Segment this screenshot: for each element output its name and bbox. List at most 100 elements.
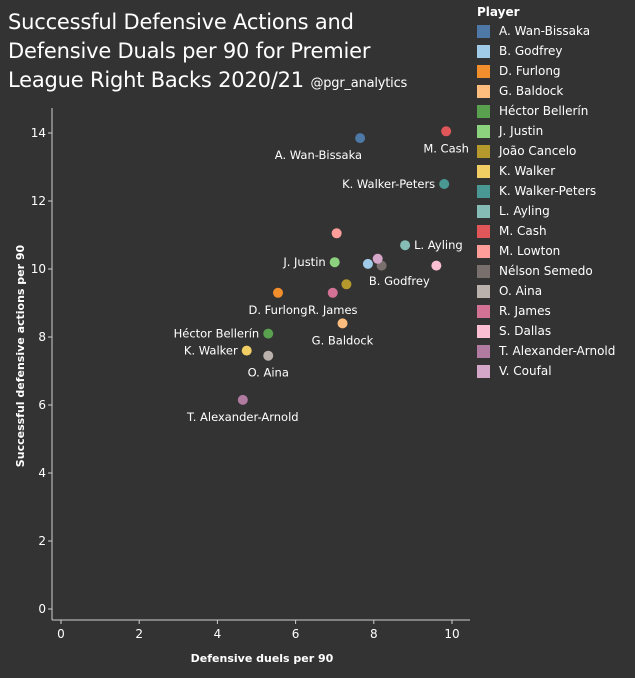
point-label: M. Cash	[423, 141, 469, 155]
legend-swatch	[477, 124, 490, 138]
legend-label: K. Walker	[499, 164, 556, 178]
legend-swatch	[477, 44, 490, 58]
point-label: B. Godfrey	[369, 274, 430, 288]
scatter-plot: 0 2 4 6 8 10 0 2 4 6 8 10 12 14 A. Wan-Bissaka B. Godf…	[14, 108, 470, 665]
legend-item[interactable]: V. Coufal	[477, 361, 635, 381]
data-point[interactable]	[441, 126, 452, 137]
legend-swatch	[477, 244, 490, 258]
legend-label: M. Cash	[499, 224, 547, 238]
y-tick-label: 0	[38, 602, 46, 616]
y-tick-label: 10	[31, 262, 46, 276]
legend-swatch	[477, 84, 490, 98]
legend-swatch	[477, 204, 490, 218]
x-tick-label: 2	[135, 627, 143, 641]
legend-swatch	[477, 284, 490, 298]
legend-item[interactable]: K. Walker	[477, 161, 635, 181]
point-label: Héctor Bellerín	[174, 327, 260, 341]
data-point[interactable]	[341, 279, 352, 290]
legend-item[interactable]: Nélson Semedo	[477, 261, 635, 281]
legend-label: S. Dallas	[499, 324, 552, 338]
author-handle: @pgr_analytics	[310, 76, 408, 91]
point-label: D. Furlong	[249, 303, 308, 317]
y-tick-label: 6	[38, 398, 46, 412]
data-point[interactable]	[263, 328, 274, 339]
data-point[interactable]	[327, 287, 338, 298]
point-label: A. Wan-Bissaka	[275, 148, 362, 162]
data-point[interactable]	[355, 133, 366, 144]
x-tick-label: 6	[292, 627, 300, 641]
point-label: L. Ayling	[414, 238, 463, 252]
chart-title-text: Successful Defensive Actions and Defensi…	[8, 10, 371, 92]
legend-label: T. Alexander-Arnold	[499, 344, 616, 358]
legend-label: V. Coufal	[499, 364, 552, 378]
legend-label: O. Aina	[499, 284, 543, 298]
legend-label: B. Godfrey	[499, 44, 563, 58]
legend-item[interactable]: D. Furlong	[477, 61, 635, 81]
legend-title: Player	[477, 5, 520, 19]
legend-item[interactable]: J. Justin	[477, 121, 635, 141]
legend-label: G. Baldock	[499, 84, 564, 98]
y-axis-title: Successful defensive actions per 90	[14, 244, 27, 467]
legend-item[interactable]: G. Baldock	[477, 81, 635, 101]
legend-label: M. Lowton	[499, 244, 561, 258]
legend-label: L. Ayling	[499, 204, 550, 218]
legend-item[interactable]: K. Walker-Peters	[477, 181, 635, 201]
x-tick-label: 0	[57, 627, 65, 641]
x-tick-label: 10	[444, 627, 459, 641]
legend-swatch	[477, 224, 490, 238]
legend-label: J. Justin	[499, 124, 544, 138]
data-point[interactable]	[273, 287, 284, 298]
data-point[interactable]	[362, 258, 373, 269]
legend-item[interactable]: T. Alexander-Arnold	[477, 341, 635, 361]
data-point[interactable]	[329, 257, 340, 268]
data-point[interactable]	[331, 228, 342, 239]
point-label: O. Aina	[248, 366, 289, 380]
data-point[interactable]	[237, 394, 248, 405]
legend-swatch	[477, 64, 490, 78]
y-tick-label: 4	[38, 466, 46, 480]
point-label: K. Walker	[184, 344, 238, 358]
x-tick-label: 4	[214, 627, 222, 641]
legend-label: A. Wan-Bissaka	[499, 24, 591, 38]
legend-item[interactable]: R. James	[477, 301, 635, 321]
x-tick-label: 8	[370, 627, 378, 641]
point-label: R. James	[308, 303, 358, 317]
data-points	[237, 126, 452, 405]
data-point[interactable]	[400, 240, 411, 251]
legend-swatch	[477, 324, 490, 338]
legend: Player A. Wan-Bissaka B. Godfrey D. Furlon…	[477, 3, 635, 381]
legend-swatch	[477, 144, 490, 158]
legend-item[interactable]: L. Ayling	[477, 201, 635, 221]
legend-label: João Cancelo	[499, 144, 577, 158]
legend-swatch	[477, 104, 490, 118]
legend-swatch	[477, 264, 490, 278]
point-label: G. Baldock	[312, 333, 374, 347]
legend-swatch	[477, 344, 490, 358]
legend-swatch	[477, 164, 490, 178]
data-point[interactable]	[337, 318, 348, 329]
legend-item[interactable]: B. Godfrey	[477, 41, 635, 61]
point-label: T. Alexander-Arnold	[186, 410, 299, 424]
legend-item[interactable]: M. Lowton	[477, 241, 635, 261]
legend-item[interactable]: Héctor Bellerín	[477, 101, 635, 121]
data-point[interactable]	[431, 260, 442, 271]
legend-item[interactable]: M. Cash	[477, 221, 635, 241]
data-point[interactable]	[439, 179, 450, 189]
legend-item[interactable]: O. Aina	[477, 281, 635, 301]
y-tick-label: 8	[38, 330, 46, 344]
legend-item[interactable]: A. Wan-Bissaka	[477, 21, 635, 41]
data-point[interactable]	[241, 345, 252, 356]
chart-title: Successful Defensive Actions and Defensi…	[8, 8, 448, 98]
data-point[interactable]	[263, 350, 274, 361]
legend-swatch	[477, 304, 490, 318]
data-point[interactable]	[372, 253, 383, 264]
legend-swatch	[477, 364, 490, 378]
legend-label: R. James	[499, 304, 551, 318]
point-label: K. Walker-Peters	[342, 177, 435, 191]
legend-items: A. Wan-Bissaka B. Godfrey D. Furlong G. Bal…	[477, 21, 635, 381]
y-tick-label: 12	[31, 194, 46, 208]
legend-label: Nélson Semedo	[499, 264, 593, 278]
legend-item[interactable]: S. Dallas	[477, 321, 635, 341]
legend-item[interactable]: João Cancelo	[477, 141, 635, 161]
y-tick-label: 2	[38, 534, 46, 548]
